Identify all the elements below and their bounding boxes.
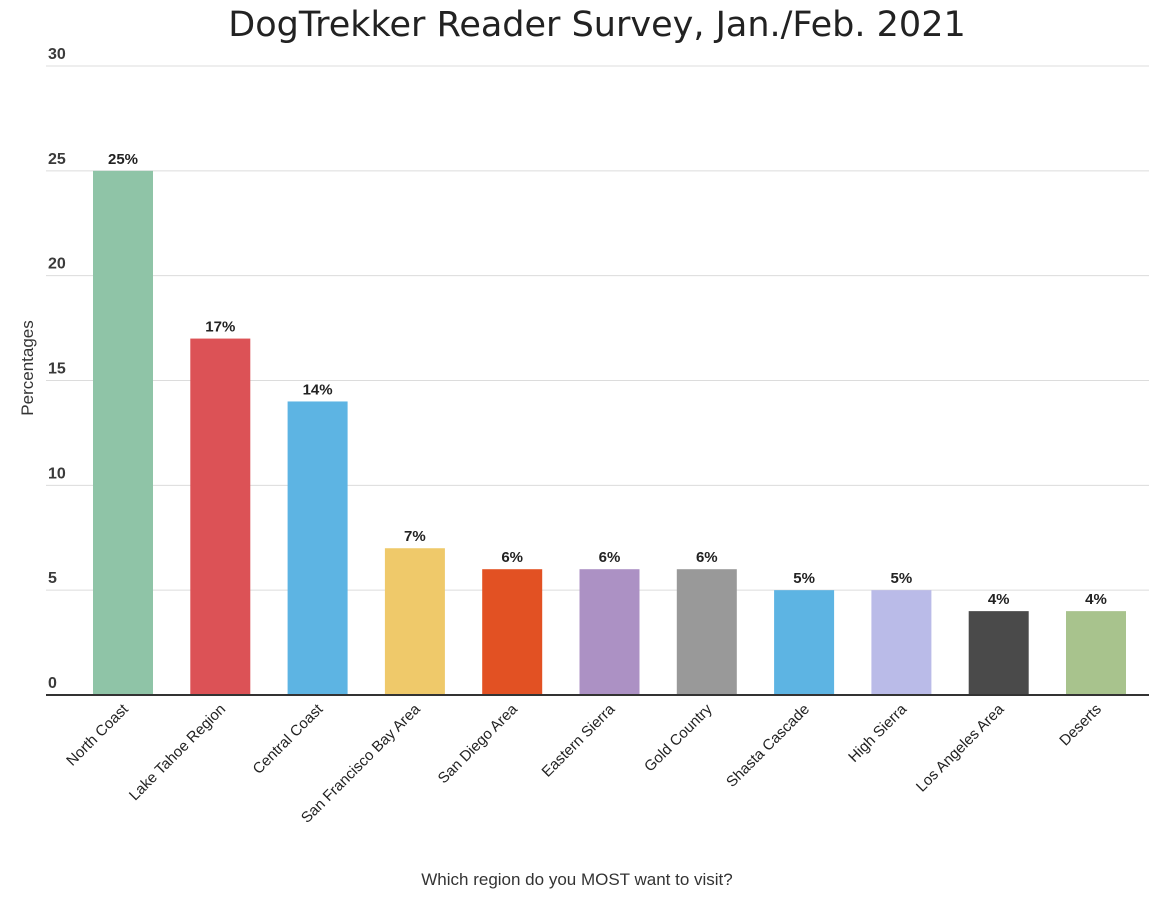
- y-tick-label: 15: [48, 361, 66, 378]
- x-tick-label: Gold Country: [641, 700, 716, 775]
- data-label: 6%: [501, 549, 523, 566]
- x-tick-label: Eastern Sierra: [539, 700, 619, 780]
- bar: [871, 590, 932, 695]
- bar: [287, 401, 348, 695]
- x-tick-label: Lake Tahoe Region: [126, 701, 229, 804]
- bar: [482, 569, 543, 695]
- x-tick-label: High Sierra: [845, 700, 911, 766]
- bars: [93, 170, 1126, 696]
- bar: [384, 548, 445, 695]
- x-axis-label: Which region do you MOST want to visit?: [421, 870, 733, 889]
- bar: [190, 338, 251, 695]
- bar: [93, 170, 153, 696]
- y-tick-label: 25: [48, 151, 66, 168]
- x-tick-label: San Diego Area: [435, 700, 522, 787]
- bar: [579, 569, 640, 695]
- y-tick-label: 10: [48, 465, 66, 482]
- chart-title: DogTrekker Reader Survey, Jan./Feb. 2021: [228, 5, 965, 45]
- data-label: 25%: [108, 151, 138, 168]
- data-label: 14%: [303, 381, 333, 398]
- y-tick-label: 20: [48, 256, 66, 273]
- x-tick-label: Deserts: [1056, 701, 1105, 750]
- y-tick-label: 30: [48, 46, 66, 63]
- bar: [1066, 611, 1126, 695]
- x-tick-label: North Coast: [63, 700, 132, 769]
- data-label: 5%: [793, 570, 815, 587]
- data-label: 4%: [1085, 591, 1107, 608]
- data-labels: 25% 17% 14% 7% 6% 6% 6% 5% 5% 4% 4%: [108, 151, 1107, 608]
- data-label: 4%: [988, 591, 1010, 608]
- y-tick-label: 5: [48, 570, 57, 587]
- y-tick-label: 0: [48, 675, 57, 692]
- y-axis-ticks: 0 5 10 15 20 25 30: [48, 46, 66, 692]
- bar: [774, 590, 835, 695]
- data-label: 6%: [599, 549, 621, 566]
- data-label: 5%: [891, 570, 913, 587]
- bar: [676, 569, 737, 695]
- data-label: 7%: [404, 528, 426, 545]
- data-label: 6%: [696, 549, 718, 566]
- x-tick-label: Los Angeles Area: [913, 700, 1008, 795]
- y-axis-label: Percentages: [18, 320, 37, 415]
- data-label: 17%: [205, 319, 235, 336]
- x-tick-label: Central Coast: [250, 700, 327, 777]
- bar: [968, 611, 1029, 695]
- x-tick-label: Shasta Cascade: [723, 701, 813, 791]
